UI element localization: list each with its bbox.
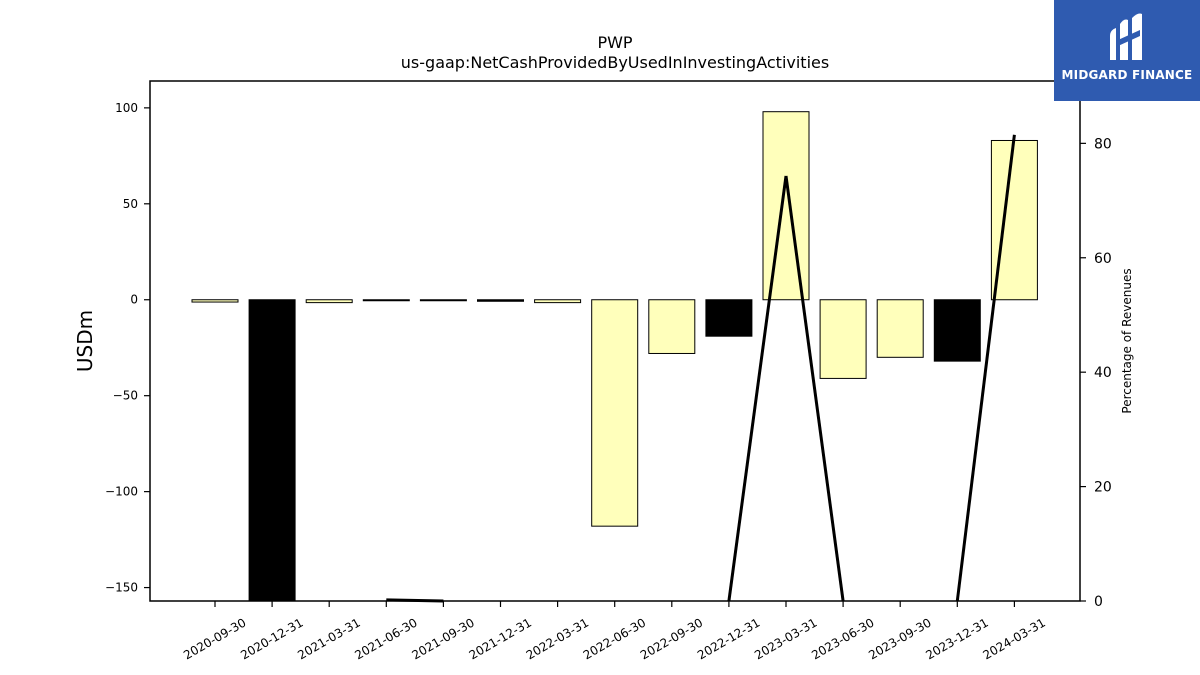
x-tick-label: 2020-12-31 [238, 615, 305, 662]
y-tick-label: −100 [105, 485, 138, 499]
midgard-finance-logo: MIDGARD FINANCE [1054, 0, 1200, 101]
x-tick-label: 2021-06-30 [352, 615, 419, 662]
y2-tick-label: 80 [1094, 136, 1112, 152]
bar-2023-09-30 [876, 299, 924, 358]
bar-2022-03-31 [534, 299, 582, 304]
x-tick-label: 2021-09-30 [409, 615, 476, 662]
bar-2021-06-30 [362, 299, 410, 302]
y2-tick-label: 20 [1094, 480, 1112, 496]
y-tick-label: 50 [123, 197, 138, 211]
line-segment-13 [955, 134, 1016, 602]
bar-2022-12-31 [705, 299, 753, 337]
y2-axis-label: Percentage of Revenues [1120, 268, 1134, 413]
x-tick-label: 2022-12-31 [695, 615, 762, 662]
x-tick-label: 2023-06-30 [809, 615, 876, 662]
chart-title: PWP [597, 33, 632, 52]
y-tick-label: −150 [105, 581, 138, 595]
brand-name: MIDGARD FINANCE [1061, 68, 1193, 82]
bar-2021-12-31 [477, 299, 524, 302]
bar-2023-12-31 [933, 299, 981, 362]
bar-2022-09-30 [648, 299, 696, 354]
bar-2020-09-30 [191, 299, 239, 303]
x-tick-label: 2020-09-30 [181, 615, 248, 662]
y-axis-label: USDm [73, 310, 97, 372]
line-segment-10 [784, 175, 845, 602]
x-tick-label: 2022-09-30 [638, 615, 705, 662]
line-segment-9 [727, 175, 788, 602]
y-tick-label: 100 [115, 101, 138, 115]
bar-2023-06-30 [819, 299, 867, 379]
chart-subtitle: us-gaap:NetCashProvidedByUsedInInvesting… [401, 53, 829, 72]
bar-2023-03-31 [762, 111, 810, 301]
x-tick-label: 2021-12-31 [467, 615, 534, 662]
x-tick-label: 2024-03-31 [980, 615, 1047, 662]
x-tick-label: 2021-03-31 [295, 615, 362, 662]
midgard-logo-icon [1110, 13, 1142, 60]
y-tick-label: −50 [113, 389, 138, 403]
x-tick-label: 2023-12-31 [923, 615, 990, 662]
x-tick-label: 2023-03-31 [752, 615, 819, 662]
y2-tick-label: 0 [1094, 594, 1103, 610]
bar-2021-03-31 [305, 299, 353, 304]
bar-2024-03-31 [990, 139, 1038, 301]
bar-2022-06-30 [591, 299, 639, 527]
bar-2020-12-31 [248, 299, 296, 602]
y2-tick-label: 60 [1094, 251, 1112, 267]
x-tick-label: 2022-03-31 [524, 615, 591, 662]
y2-tick-label: 40 [1094, 365, 1112, 381]
bar-2021-09-30 [419, 299, 467, 302]
x-tick-label: 2022-06-30 [581, 615, 648, 662]
x-tick-label: 2023-09-30 [866, 615, 933, 662]
y-tick-label: 0 [130, 293, 138, 307]
